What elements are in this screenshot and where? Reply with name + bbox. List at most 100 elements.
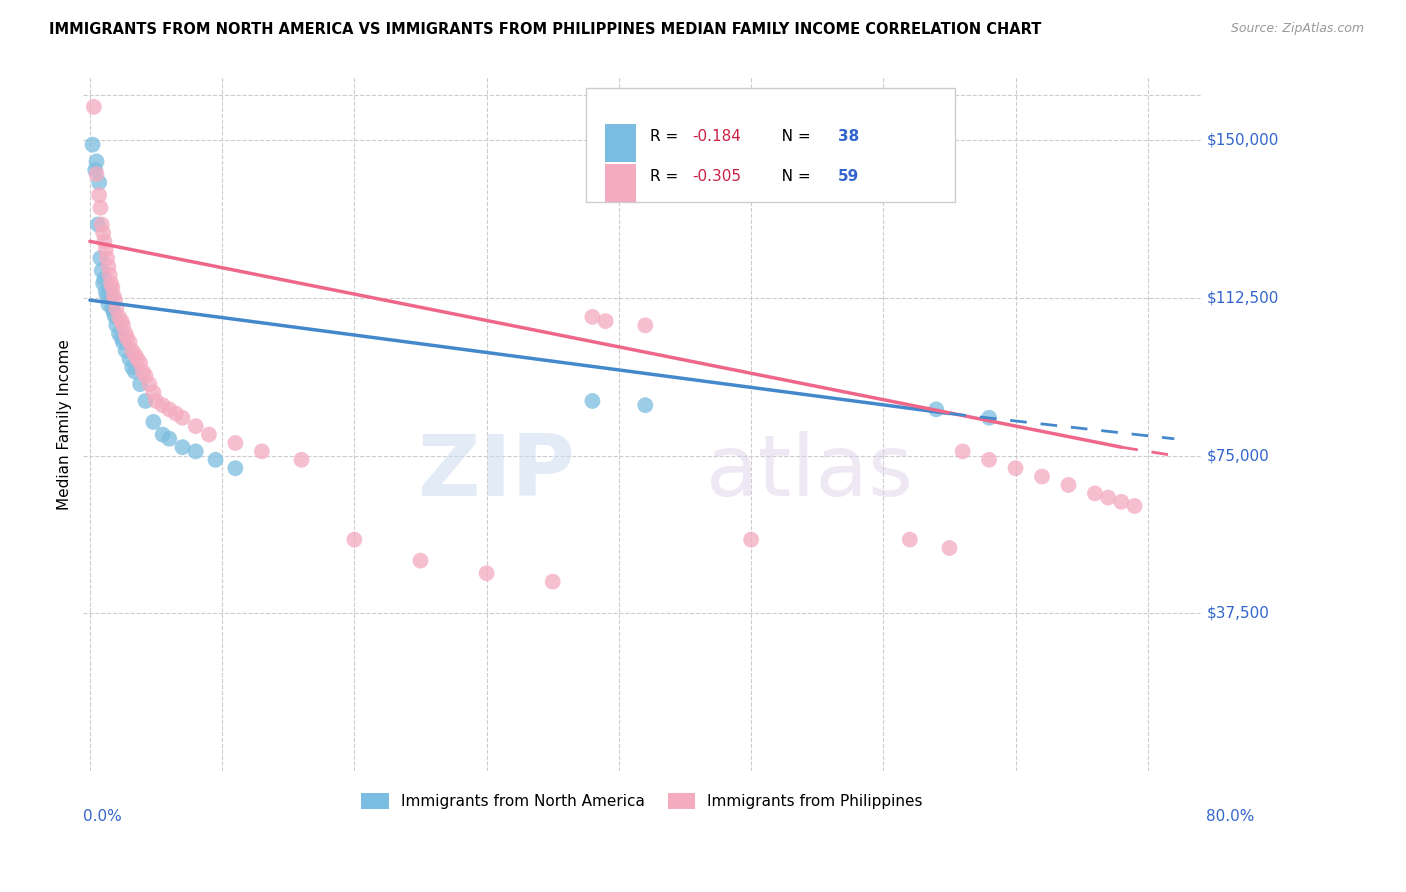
Point (127, 351, 149, 366)
Point (89, 176, 111, 190)
Point (89, 188, 111, 202)
Point (925, 402, 948, 417)
Point (100, 289, 122, 303)
Text: 59: 59 (838, 169, 859, 184)
Point (290, 452, 312, 467)
Point (82, 137, 104, 152)
Text: N =: N = (768, 129, 815, 144)
Point (114, 343, 136, 358)
Point (105, 301, 128, 316)
Point (581, 310, 603, 324)
Point (121, 343, 143, 358)
Text: $75,000: $75,000 (1206, 448, 1270, 463)
Point (86, 154, 108, 169)
Point (409, 554, 432, 568)
Point (541, 574, 564, 589)
Point (145, 394, 167, 409)
Text: R =: R = (650, 129, 683, 144)
FancyBboxPatch shape (586, 87, 955, 202)
Point (121, 360, 143, 375)
Legend: Immigrants from North America, Immigrants from Philippines: Immigrants from North America, Immigrant… (354, 787, 929, 815)
Point (898, 533, 921, 547)
Point (634, 398, 657, 412)
Point (103, 289, 125, 303)
Point (111, 331, 134, 345)
Point (1004, 461, 1026, 475)
Point (134, 368, 156, 383)
Text: $112,500: $112,500 (1206, 291, 1278, 306)
Point (93, 235, 115, 249)
Point (100, 277, 122, 291)
Text: 0.0%: 0.0% (83, 809, 122, 824)
Point (152, 398, 174, 412)
Text: 38: 38 (838, 129, 859, 144)
Point (184, 444, 207, 458)
Point (91, 277, 114, 291)
Point (96, 289, 118, 303)
Point (1031, 469, 1053, 483)
Text: N =: N = (768, 169, 815, 184)
Point (118, 351, 141, 366)
Point (108, 326, 131, 341)
FancyBboxPatch shape (605, 124, 637, 162)
Point (204, 452, 226, 467)
Point (105, 318, 128, 333)
Point (94, 243, 117, 257)
Point (94, 285, 117, 299)
Y-axis label: Median Family Income: Median Family Income (58, 339, 72, 509)
Point (1111, 495, 1133, 509)
Point (595, 314, 617, 328)
Point (152, 427, 174, 442)
Text: 80.0%: 80.0% (1206, 809, 1254, 824)
Point (250, 444, 273, 458)
Point (111, 314, 134, 328)
Point (132, 365, 155, 379)
Text: $150,000: $150,000 (1206, 133, 1278, 148)
Point (98, 268, 121, 282)
Point (124, 365, 146, 379)
Text: atlas: atlas (706, 431, 914, 514)
Point (172, 440, 194, 454)
Point (97, 260, 120, 274)
Point (104, 310, 127, 324)
Point (101, 301, 124, 316)
Point (97, 297, 120, 311)
Point (475, 566, 498, 581)
Point (165, 407, 187, 421)
Point (142, 385, 165, 400)
Point (87, 218, 110, 232)
Point (1123, 499, 1146, 513)
Point (83, 100, 105, 114)
Point (86, 167, 108, 181)
Text: -0.305: -0.305 (692, 169, 741, 184)
Point (84, 162, 107, 177)
Text: ZIP: ZIP (418, 431, 575, 514)
Point (129, 377, 152, 392)
Point (91, 226, 114, 240)
Point (89, 251, 111, 265)
FancyBboxPatch shape (605, 163, 637, 202)
Point (118, 335, 141, 350)
Point (103, 306, 125, 320)
Point (114, 326, 136, 341)
Point (89, 201, 111, 215)
Point (1097, 491, 1119, 505)
Point (224, 461, 246, 475)
Point (198, 427, 221, 442)
Point (129, 356, 152, 370)
Text: Source: ZipAtlas.com: Source: ZipAtlas.com (1230, 22, 1364, 36)
Point (977, 410, 1000, 425)
Point (184, 419, 207, 434)
Point (111, 335, 134, 350)
Point (157, 432, 180, 446)
Text: $37,500: $37,500 (1206, 606, 1270, 621)
Point (938, 541, 960, 555)
Point (93, 272, 115, 286)
Point (157, 402, 180, 417)
Point (977, 452, 1000, 467)
Point (138, 377, 160, 392)
Point (111, 318, 134, 333)
Text: -0.184: -0.184 (692, 129, 741, 144)
Point (134, 394, 156, 409)
Point (115, 331, 138, 345)
